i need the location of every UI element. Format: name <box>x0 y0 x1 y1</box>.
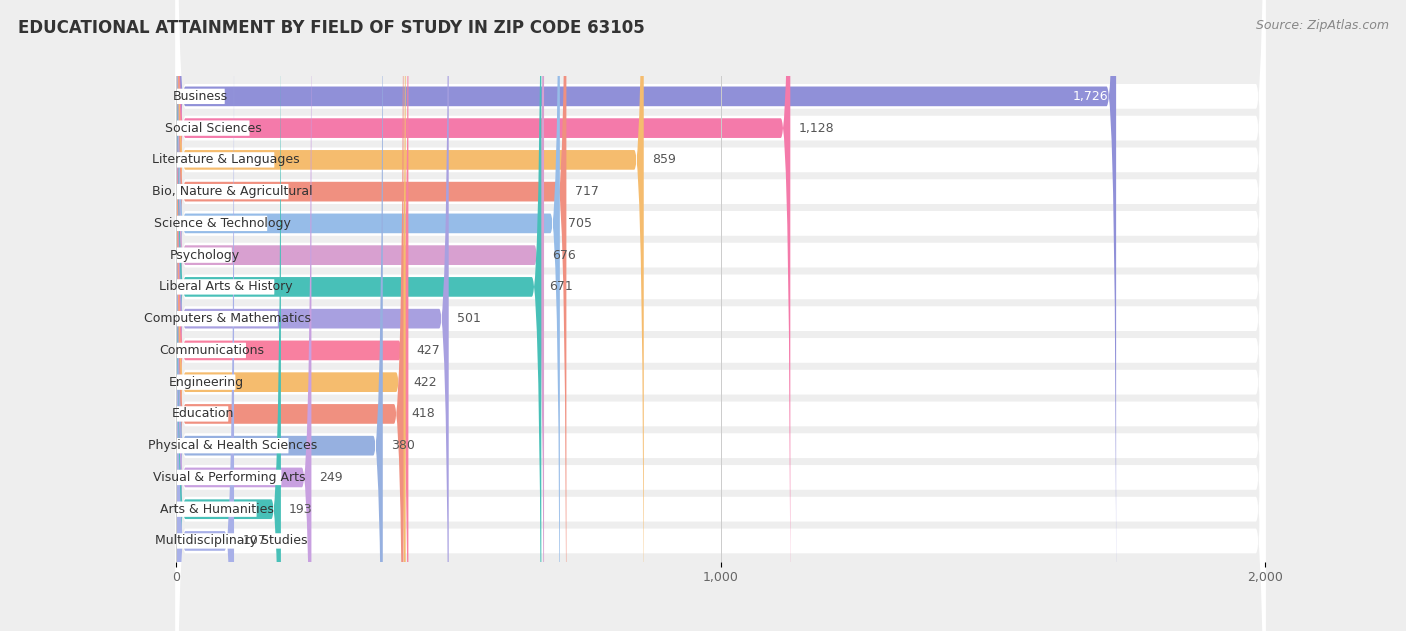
Text: Psychology: Psychology <box>169 249 239 262</box>
FancyBboxPatch shape <box>176 0 1265 631</box>
Text: 717: 717 <box>575 185 599 198</box>
Text: 676: 676 <box>553 249 576 262</box>
FancyBboxPatch shape <box>177 89 225 104</box>
Text: 671: 671 <box>550 280 574 293</box>
FancyBboxPatch shape <box>176 0 790 631</box>
Text: Computers & Mathematics: Computers & Mathematics <box>143 312 311 325</box>
Text: Science & Technology: Science & Technology <box>153 217 291 230</box>
FancyBboxPatch shape <box>177 311 278 326</box>
Text: Liberal Arts & History: Liberal Arts & History <box>159 280 292 293</box>
Text: 107: 107 <box>242 534 266 548</box>
FancyBboxPatch shape <box>177 533 285 548</box>
FancyBboxPatch shape <box>176 0 1265 631</box>
Text: 705: 705 <box>568 217 592 230</box>
FancyBboxPatch shape <box>177 502 257 517</box>
FancyBboxPatch shape <box>177 406 228 422</box>
FancyBboxPatch shape <box>176 0 541 631</box>
FancyBboxPatch shape <box>176 0 408 631</box>
Text: Communications: Communications <box>159 344 264 357</box>
Text: Social Sciences: Social Sciences <box>165 122 262 134</box>
FancyBboxPatch shape <box>176 0 1265 631</box>
FancyBboxPatch shape <box>176 0 1265 631</box>
Text: Business: Business <box>173 90 228 103</box>
Text: 859: 859 <box>652 153 676 167</box>
Text: Visual & Performing Arts: Visual & Performing Arts <box>153 471 305 484</box>
FancyBboxPatch shape <box>176 0 1265 631</box>
Text: Bio, Nature & Agricultural: Bio, Nature & Agricultural <box>152 185 314 198</box>
FancyBboxPatch shape <box>176 0 1265 631</box>
FancyBboxPatch shape <box>176 0 567 631</box>
FancyBboxPatch shape <box>176 0 281 631</box>
Text: 1,128: 1,128 <box>799 122 834 134</box>
Text: Education: Education <box>172 408 233 420</box>
FancyBboxPatch shape <box>176 0 544 631</box>
FancyBboxPatch shape <box>176 0 644 631</box>
FancyBboxPatch shape <box>176 0 1265 631</box>
FancyBboxPatch shape <box>176 0 382 631</box>
FancyBboxPatch shape <box>177 184 288 199</box>
Text: 193: 193 <box>290 503 312 516</box>
FancyBboxPatch shape <box>176 0 404 631</box>
FancyBboxPatch shape <box>176 0 1265 631</box>
FancyBboxPatch shape <box>176 0 1265 631</box>
FancyBboxPatch shape <box>177 280 274 295</box>
Text: 1,726: 1,726 <box>1073 90 1108 103</box>
Text: 380: 380 <box>391 439 415 452</box>
FancyBboxPatch shape <box>176 0 449 631</box>
FancyBboxPatch shape <box>177 152 274 168</box>
FancyBboxPatch shape <box>177 343 246 358</box>
FancyBboxPatch shape <box>176 0 1265 631</box>
FancyBboxPatch shape <box>176 0 560 631</box>
FancyBboxPatch shape <box>176 0 406 631</box>
Text: 427: 427 <box>416 344 440 357</box>
FancyBboxPatch shape <box>177 216 267 231</box>
Text: Arts & Humanities: Arts & Humanities <box>160 503 274 516</box>
FancyBboxPatch shape <box>176 0 1116 631</box>
FancyBboxPatch shape <box>176 0 1265 631</box>
Text: Physical & Health Sciences: Physical & Health Sciences <box>148 439 318 452</box>
FancyBboxPatch shape <box>176 0 233 631</box>
FancyBboxPatch shape <box>177 247 232 263</box>
FancyBboxPatch shape <box>176 0 311 631</box>
FancyBboxPatch shape <box>176 0 1265 631</box>
Text: 501: 501 <box>457 312 481 325</box>
Text: Literature & Languages: Literature & Languages <box>152 153 299 167</box>
Text: Multidisciplinary Studies: Multidisciplinary Studies <box>155 534 307 548</box>
FancyBboxPatch shape <box>177 374 235 390</box>
FancyBboxPatch shape <box>177 438 288 453</box>
Text: 249: 249 <box>319 471 343 484</box>
FancyBboxPatch shape <box>177 121 250 136</box>
Text: Engineering: Engineering <box>169 375 243 389</box>
FancyBboxPatch shape <box>176 0 1265 631</box>
Text: Source: ZipAtlas.com: Source: ZipAtlas.com <box>1256 19 1389 32</box>
FancyBboxPatch shape <box>177 469 281 485</box>
Text: EDUCATIONAL ATTAINMENT BY FIELD OF STUDY IN ZIP CODE 63105: EDUCATIONAL ATTAINMENT BY FIELD OF STUDY… <box>18 19 645 37</box>
FancyBboxPatch shape <box>176 0 1265 631</box>
Text: 422: 422 <box>413 375 437 389</box>
Text: 418: 418 <box>412 408 436 420</box>
FancyBboxPatch shape <box>176 0 1265 631</box>
